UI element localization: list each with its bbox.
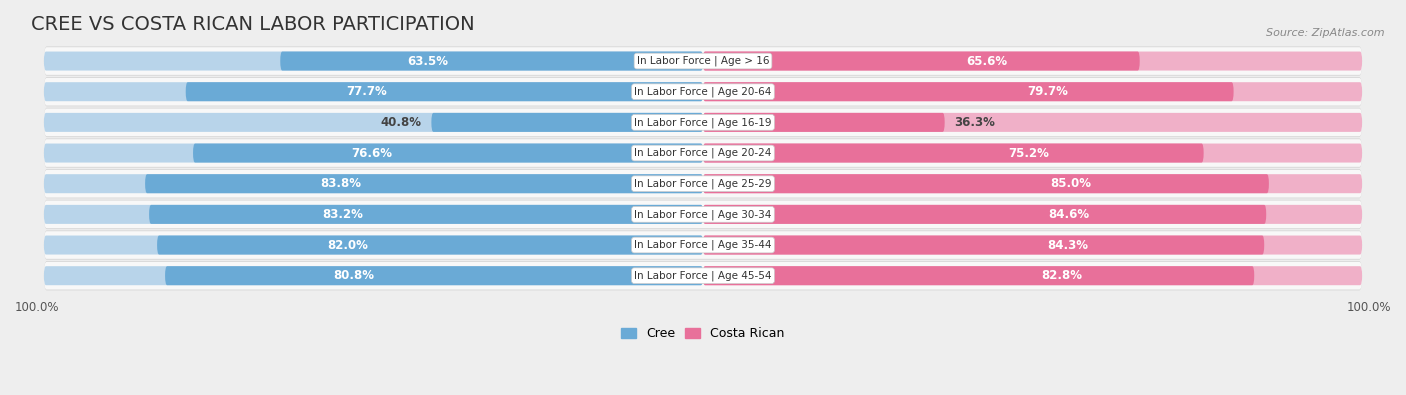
Text: 40.8%: 40.8% (381, 116, 422, 129)
Text: In Labor Force | Age 30-34: In Labor Force | Age 30-34 (634, 209, 772, 220)
Text: CREE VS COSTA RICAN LABOR PARTICIPATION: CREE VS COSTA RICAN LABOR PARTICIPATION (31, 15, 474, 34)
FancyBboxPatch shape (703, 266, 1254, 285)
FancyBboxPatch shape (44, 205, 703, 224)
FancyBboxPatch shape (44, 199, 1362, 229)
FancyBboxPatch shape (157, 235, 703, 254)
FancyBboxPatch shape (44, 51, 703, 71)
Text: 75.2%: 75.2% (1008, 147, 1049, 160)
FancyBboxPatch shape (703, 143, 1362, 163)
FancyBboxPatch shape (165, 266, 703, 285)
FancyBboxPatch shape (44, 109, 1362, 136)
FancyBboxPatch shape (703, 82, 1362, 101)
FancyBboxPatch shape (44, 138, 1362, 168)
FancyBboxPatch shape (145, 174, 703, 193)
FancyBboxPatch shape (44, 108, 1362, 137)
FancyBboxPatch shape (432, 113, 703, 132)
FancyBboxPatch shape (44, 77, 1362, 106)
FancyBboxPatch shape (44, 231, 1362, 259)
FancyBboxPatch shape (44, 78, 1362, 105)
Text: In Labor Force | Age > 16: In Labor Force | Age > 16 (637, 56, 769, 66)
FancyBboxPatch shape (44, 139, 1362, 167)
Text: 79.7%: 79.7% (1028, 85, 1069, 98)
FancyBboxPatch shape (703, 113, 945, 132)
FancyBboxPatch shape (703, 266, 1362, 285)
Text: 84.6%: 84.6% (1049, 208, 1090, 221)
Text: 80.8%: 80.8% (333, 269, 374, 282)
FancyBboxPatch shape (703, 235, 1264, 254)
FancyBboxPatch shape (186, 82, 703, 101)
FancyBboxPatch shape (44, 266, 703, 285)
FancyBboxPatch shape (44, 82, 703, 101)
FancyBboxPatch shape (149, 205, 703, 224)
Text: 77.7%: 77.7% (346, 85, 387, 98)
Text: In Labor Force | Age 45-54: In Labor Force | Age 45-54 (634, 271, 772, 281)
FancyBboxPatch shape (44, 170, 1362, 198)
FancyBboxPatch shape (703, 143, 1204, 163)
FancyBboxPatch shape (193, 143, 703, 163)
FancyBboxPatch shape (44, 46, 1362, 76)
Text: 83.2%: 83.2% (322, 208, 363, 221)
Text: 76.6%: 76.6% (352, 147, 392, 160)
FancyBboxPatch shape (703, 51, 1362, 71)
FancyBboxPatch shape (703, 205, 1267, 224)
Text: In Labor Force | Age 20-24: In Labor Force | Age 20-24 (634, 148, 772, 158)
FancyBboxPatch shape (703, 82, 1233, 101)
Text: In Labor Force | Age 35-44: In Labor Force | Age 35-44 (634, 240, 772, 250)
FancyBboxPatch shape (703, 235, 1362, 254)
Text: Source: ZipAtlas.com: Source: ZipAtlas.com (1267, 28, 1385, 38)
Text: 65.6%: 65.6% (966, 55, 1008, 68)
FancyBboxPatch shape (44, 113, 703, 132)
FancyBboxPatch shape (44, 201, 1362, 228)
FancyBboxPatch shape (280, 51, 703, 71)
FancyBboxPatch shape (44, 169, 1362, 198)
Text: 83.8%: 83.8% (321, 177, 361, 190)
FancyBboxPatch shape (44, 174, 703, 193)
Text: 82.0%: 82.0% (328, 239, 368, 252)
Text: 63.5%: 63.5% (408, 55, 449, 68)
FancyBboxPatch shape (703, 174, 1268, 193)
Text: 82.8%: 82.8% (1040, 269, 1081, 282)
FancyBboxPatch shape (44, 230, 1362, 260)
FancyBboxPatch shape (703, 113, 1362, 132)
FancyBboxPatch shape (44, 143, 703, 163)
FancyBboxPatch shape (44, 47, 1362, 75)
Text: 36.3%: 36.3% (955, 116, 995, 129)
FancyBboxPatch shape (44, 262, 1362, 290)
Text: In Labor Force | Age 25-29: In Labor Force | Age 25-29 (634, 179, 772, 189)
Text: In Labor Force | Age 20-64: In Labor Force | Age 20-64 (634, 87, 772, 97)
FancyBboxPatch shape (703, 51, 1140, 71)
FancyBboxPatch shape (44, 235, 703, 254)
FancyBboxPatch shape (44, 261, 1362, 290)
Legend: Cree, Costa Rican: Cree, Costa Rican (616, 322, 790, 345)
Text: 84.3%: 84.3% (1047, 239, 1088, 252)
FancyBboxPatch shape (703, 205, 1362, 224)
FancyBboxPatch shape (703, 174, 1362, 193)
Text: 85.0%: 85.0% (1050, 177, 1091, 190)
Text: In Labor Force | Age 16-19: In Labor Force | Age 16-19 (634, 117, 772, 128)
